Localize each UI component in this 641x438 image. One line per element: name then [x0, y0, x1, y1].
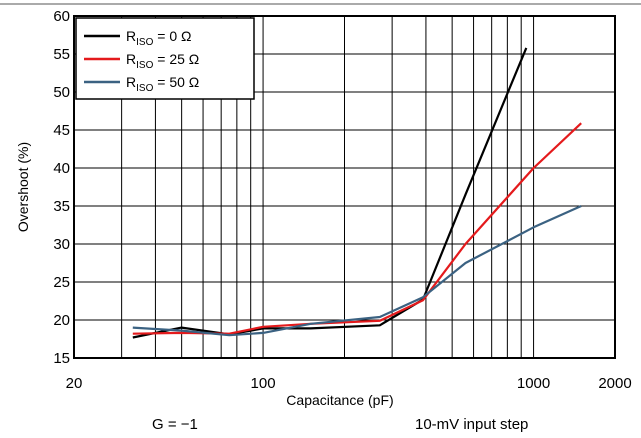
gain-note: G = −1: [152, 416, 198, 433]
x-axis-title: Capacitance (pF): [286, 392, 393, 408]
y-axis-title: Overshoot (%): [15, 142, 31, 232]
y-tick-label: 60: [53, 8, 70, 25]
y-tick-label: 45: [53, 122, 70, 139]
series-group: [132, 47, 582, 339]
y-tick-label: 15: [53, 350, 70, 367]
y-tick-label: 30: [53, 236, 70, 253]
legend-label: RISO = 0 Ω: [126, 28, 191, 48]
series-line-2: [132, 204, 582, 337]
x-tick-labels: 20 100 1000 2000: [66, 375, 632, 392]
y-tick-label: 20: [53, 312, 70, 329]
input-step-note: 10-mV input step: [415, 416, 529, 433]
series-line-1: [132, 122, 582, 335]
y-tick-label: 35: [53, 198, 70, 215]
y-tick-label: 40: [53, 160, 70, 177]
y-tick-label: 55: [53, 46, 70, 63]
x-tick-label: 2000: [598, 375, 631, 392]
legend: RISO = 0 Ω RISO = 25 Ω RISO = 50 Ω: [75, 17, 255, 100]
legend-label: RISO = 50 Ω: [126, 74, 199, 94]
y-tick-label: 50: [53, 84, 70, 101]
x-tick-label: 1000: [517, 375, 550, 392]
x-tick-label: 100: [251, 375, 276, 392]
y-tick-label: 25: [53, 274, 70, 291]
series-line-0: [132, 47, 528, 339]
x-tick-label: 20: [66, 375, 83, 392]
legend-label: RISO = 25 Ω: [126, 51, 199, 71]
plot-frame: [73, 15, 616, 359]
y-tick-labels: 15 20 25 30 35 40 45 50 55 60: [53, 8, 70, 367]
